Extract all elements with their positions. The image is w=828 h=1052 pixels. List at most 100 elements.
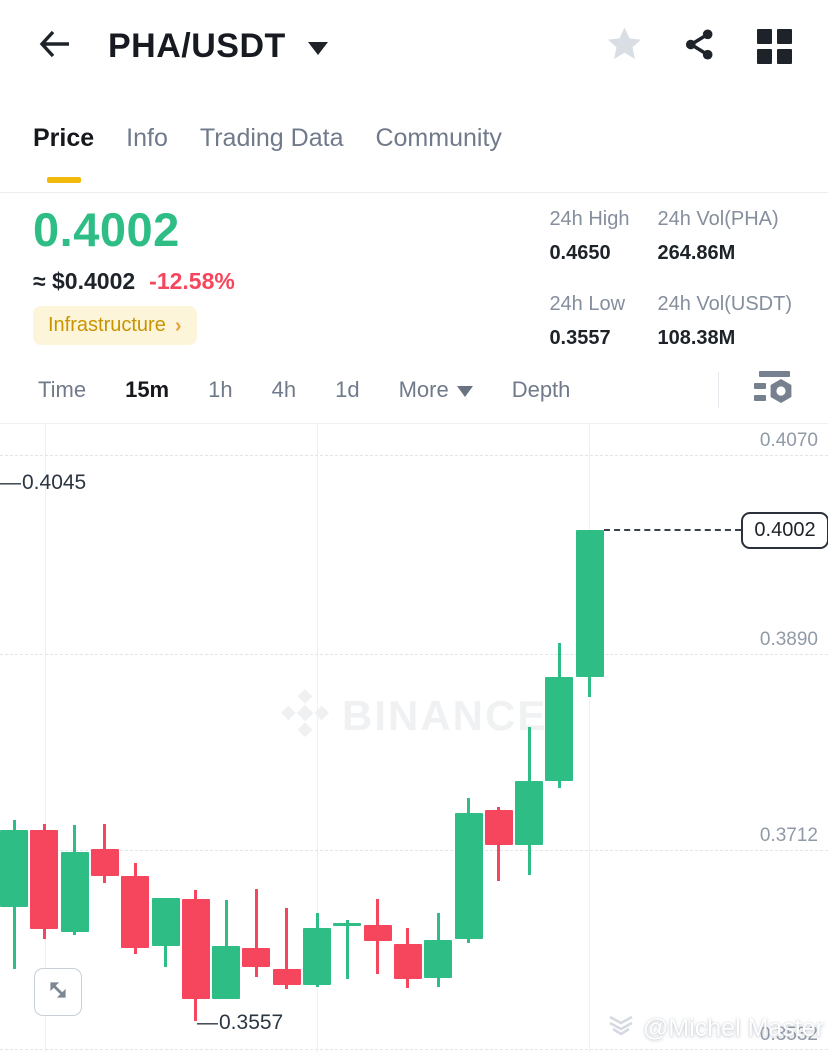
layout-grid-button[interactable] <box>756 29 792 65</box>
timeframe-more[interactable]: More <box>399 377 473 403</box>
horizontal-gridline <box>0 653 828 655</box>
stat-label: 24h Vol(USDT) <box>657 293 793 315</box>
stat-24h-vol-base: 24h Vol(PHA) 264.86M <box>658 207 793 272</box>
page-tabs: Price Info Trading Data Community <box>0 93 828 193</box>
chart-toolbar: Time 15m 1h 4h 1d More Depth <box>0 357 828 424</box>
timeframe-label: More <box>398 377 449 402</box>
expand-icon <box>45 977 71 1008</box>
candle-wick <box>285 907 289 990</box>
horizontal-gridline <box>0 850 828 852</box>
caret-down-icon <box>456 385 473 397</box>
horizontal-gridline <box>0 455 828 456</box>
timeframe-label: 1d <box>335 377 360 402</box>
stat-24h-high: 24h High 0.4650 <box>549 207 629 272</box>
timeframe-label: 15m <box>125 377 170 402</box>
chevron-right-icon: › <box>174 314 182 337</box>
stat-label: 24h Vol(PHA) <box>657 208 779 230</box>
arrow-left-icon <box>38 29 72 64</box>
stat-label: 24h Low <box>549 293 626 315</box>
back-button[interactable] <box>38 30 72 64</box>
indicator-settings-button[interactable] <box>754 370 795 410</box>
timeframe-1d[interactable]: 1d <box>335 377 359 403</box>
left-price-marker: 0.4045 <box>0 472 86 494</box>
share-icon <box>682 27 717 67</box>
candle-body <box>90 849 119 876</box>
stat-24h-vol-quote: 24h Vol(USDT) 108.38M <box>658 292 793 357</box>
candle-body <box>424 939 453 979</box>
candle-body <box>484 810 513 845</box>
session-low-marker: 0.3557 <box>197 1012 283 1034</box>
tab-trading-data[interactable]: Trading Data <box>199 124 344 152</box>
change-percent: -12.58% <box>149 268 235 294</box>
vertical-gridline <box>45 424 46 1052</box>
y-axis-label: 0.4070 <box>759 430 818 451</box>
vertical-gridline <box>317 424 318 1052</box>
price-summary: 0.4002 ≈ $0.4002 -12.58% Infrastructure … <box>33 203 235 357</box>
stats-grid: 24h High 0.4650 24h Vol(PHA) 264.86M 24h… <box>549 203 792 357</box>
candle-body <box>30 830 59 929</box>
chevron-down-icon <box>307 42 328 55</box>
y-axis-label: 0.3712 <box>759 825 818 847</box>
fullscreen-button[interactable] <box>34 968 82 1016</box>
candle-body <box>181 898 210 1000</box>
price-panel: 0.4002 ≈ $0.4002 -12.58% Infrastructure … <box>0 193 828 357</box>
candle-body <box>60 852 89 932</box>
last-price-tag: 0.4002 <box>741 512 828 549</box>
y-axis-label: 0.3890 <box>759 628 818 650</box>
candle-body <box>333 923 362 927</box>
binance-logo-icon <box>280 688 330 743</box>
candle-body <box>515 780 544 845</box>
tab-community[interactable]: Community <box>375 124 502 152</box>
candle-body <box>575 530 604 677</box>
candle-wick <box>254 888 258 978</box>
vertical-gridline <box>589 424 590 1052</box>
pair-selector[interactable]: PHA/USDT <box>108 27 328 66</box>
stat-value: 264.86M <box>657 242 736 264</box>
timeframe-label: 4h <box>271 377 297 402</box>
last-price-dashed-line <box>604 529 741 531</box>
candle-body <box>121 875 150 949</box>
credit-logo-icon <box>605 1012 637 1045</box>
candle-body <box>303 927 331 985</box>
timeframe-label: Time <box>38 377 87 402</box>
candle-body <box>151 897 180 947</box>
timeframe-depth[interactable]: Depth <box>512 377 571 403</box>
horizontal-gridline <box>0 1048 828 1050</box>
topbar-actions <box>606 26 792 67</box>
y-axis-label: 0.3532 <box>759 1023 818 1045</box>
top-bar: PHA/USDT <box>0 0 828 93</box>
binance-watermark: BINANCE <box>280 688 547 743</box>
candle-body <box>545 676 574 781</box>
candle-body <box>393 944 422 980</box>
stat-label: 24h High <box>549 208 630 230</box>
stat-24h-low: 24h Low 0.3557 <box>549 292 629 357</box>
candle-body <box>242 948 271 968</box>
stat-value: 0.3557 <box>549 327 611 349</box>
timeframe-label: Depth <box>511 377 571 402</box>
fiat-line: ≈ $0.4002 -12.58% <box>33 268 235 295</box>
candle-body <box>0 830 28 907</box>
toolbar-divider <box>718 372 719 408</box>
pair-title: PHA/USDT <box>108 27 286 65</box>
timeframe-label: 1h <box>208 377 233 402</box>
favorite-button[interactable] <box>606 26 643 67</box>
timeframe-1h[interactable]: 1h <box>208 377 232 403</box>
indicators-icon <box>754 370 795 410</box>
tab-info[interactable]: Info <box>126 124 168 152</box>
timeframe-4h[interactable]: 4h <box>272 377 296 403</box>
last-price: 0.4002 <box>33 203 180 256</box>
tab-price[interactable]: Price <box>33 96 94 189</box>
candle-body <box>363 925 392 941</box>
timeframe-15m[interactable]: 15m <box>125 377 169 403</box>
stat-value: 108.38M <box>657 327 736 349</box>
category-tag[interactable]: Infrastructure › <box>33 306 197 345</box>
binance-watermark-text: BINANCE <box>342 691 548 739</box>
share-button[interactable] <box>681 27 717 67</box>
stat-value: 0.4650 <box>549 242 611 264</box>
category-tag-label: Infrastructure <box>48 314 166 336</box>
star-icon <box>606 26 643 67</box>
candle-body <box>272 969 301 985</box>
timeframe-time[interactable]: Time <box>38 377 86 403</box>
